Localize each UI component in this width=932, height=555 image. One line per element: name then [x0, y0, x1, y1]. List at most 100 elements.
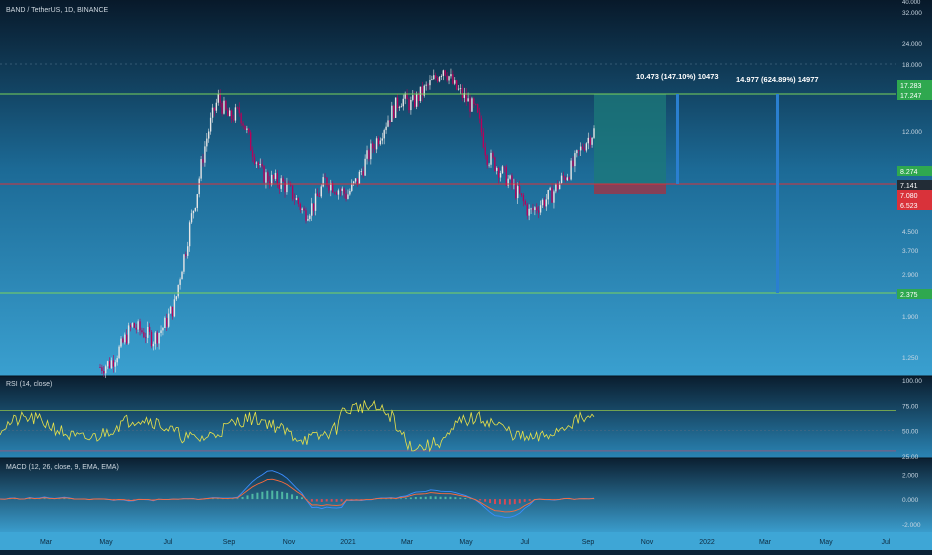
candle-body: [387, 120, 388, 126]
candle-body: [416, 93, 417, 106]
candle-body: [221, 103, 222, 114]
candle-body: [225, 101, 226, 110]
candle-body: [231, 110, 232, 119]
candle-body: [532, 208, 533, 210]
candle-body: [273, 175, 274, 179]
candle-body: [176, 296, 177, 299]
symbol-header: BAND / TetherUS, 1D, BINANCE: [6, 7, 109, 14]
candle-body: [139, 321, 140, 330]
candle-body: [263, 166, 264, 182]
price-badge-top: 17.283: [897, 80, 932, 90]
macd-histogram-bar: [400, 498, 402, 499]
candle-body: [229, 110, 230, 116]
macd-histogram-bar: [286, 493, 288, 499]
candle-body: [483, 132, 484, 147]
candle-body: [525, 201, 526, 204]
candle-body: [481, 119, 482, 133]
candle-body: [439, 77, 440, 81]
candle-body: [298, 198, 299, 204]
candle-body: [118, 347, 119, 359]
macd-tick-label: 0.000: [902, 497, 919, 504]
price-badge-green: 17.247: [897, 90, 932, 100]
candle-body: [445, 70, 446, 75]
macd-histogram-bar: [464, 498, 466, 499]
macd-pane-bg: [0, 458, 932, 532]
candle-body: [549, 188, 550, 190]
candle-body: [548, 190, 549, 199]
target-marker-1[interactable]: [676, 94, 679, 184]
candle-body: [223, 101, 224, 114]
candle-body: [240, 113, 241, 123]
candle-body: [168, 314, 169, 327]
candle-body: [267, 172, 268, 181]
candle-body: [311, 203, 312, 215]
candle-body: [492, 153, 493, 157]
candle-body: [101, 367, 102, 371]
time-tick-label: Mar: [40, 539, 53, 546]
macd-histogram-bar: [256, 493, 258, 499]
rsi-tick-label: 50.00: [902, 429, 919, 436]
candle-body: [141, 330, 142, 332]
candle-body: [143, 332, 144, 337]
time-tick-label: Jul: [164, 539, 173, 546]
candle-body: [574, 153, 575, 166]
candle-body: [216, 103, 217, 111]
macd-histogram-bar: [529, 499, 531, 501]
macd-histogram-bar: [271, 491, 273, 500]
price-tick-label: 40.000: [902, 0, 921, 6]
candle-body: [208, 132, 209, 139]
candle-body: [321, 186, 322, 196]
macd-histogram-bar: [440, 497, 442, 499]
macd-histogram-bar: [336, 499, 338, 502]
macd-histogram-bar: [316, 499, 318, 501]
candle-body: [586, 143, 587, 150]
target-marker-2[interactable]: [776, 94, 779, 293]
candle-body: [277, 173, 278, 184]
candle-body: [561, 176, 562, 183]
candle-body: [382, 138, 383, 140]
candle-body: [563, 176, 564, 177]
candle-body: [315, 194, 316, 211]
candle-body: [507, 179, 508, 186]
macd-histogram-bar: [326, 499, 328, 501]
macd-histogram-bar: [420, 497, 422, 499]
candle-body: [380, 141, 381, 145]
candle-body: [391, 106, 392, 122]
candle-body: [324, 177, 325, 178]
time-tick-label: May: [459, 539, 473, 546]
candle-body: [204, 146, 205, 162]
candle-body: [584, 149, 585, 151]
candle-body: [170, 307, 171, 314]
candle-body: [164, 318, 165, 328]
candle-body: [357, 178, 358, 184]
price-badge-red1: 7.141: [897, 180, 932, 190]
candle-body: [486, 155, 487, 165]
candle-body: [286, 183, 287, 192]
candle-body: [313, 203, 314, 210]
candle-body: [322, 177, 323, 186]
long-target-zone: [594, 94, 666, 184]
candle-body: [527, 204, 528, 215]
candle-body: [338, 190, 339, 194]
price-tick-label: 4.500: [902, 229, 919, 236]
candle-body: [136, 328, 137, 330]
candle-body: [227, 110, 228, 116]
candle-body: [389, 120, 390, 122]
candle-body: [254, 157, 255, 164]
candle-body: [408, 99, 409, 110]
candle-body: [538, 211, 539, 213]
candle-body: [443, 70, 444, 76]
price-tick-label: 32.000: [902, 10, 922, 17]
candle-body: [336, 193, 337, 195]
time-tick-label: May: [99, 539, 113, 546]
candle-body: [128, 325, 129, 343]
macd-histogram-bar: [341, 499, 343, 501]
price-badge-red3: 6.523: [897, 200, 932, 210]
candle-body: [319, 196, 320, 197]
candle-body: [155, 333, 156, 344]
time-tick-label: Nov: [283, 539, 296, 546]
candle-body: [412, 95, 413, 100]
